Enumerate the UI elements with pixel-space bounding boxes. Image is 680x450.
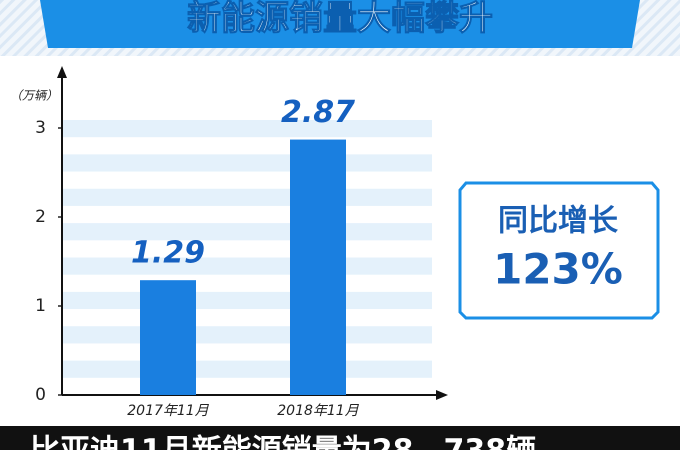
banner	[40, 0, 640, 48]
bar	[140, 280, 196, 395]
annotation-value: 123%	[493, 245, 623, 294]
plot-stripe	[62, 154, 432, 172]
plot-stripe	[62, 291, 432, 310]
y-tick-label: 2	[35, 207, 46, 227]
y-tick-label: 3	[35, 118, 46, 138]
y-tick-label: 1	[35, 296, 46, 316]
x-axis-arrow	[436, 390, 448, 400]
plot-stripe	[62, 326, 432, 344]
plot-stripe	[62, 188, 432, 206]
x-tick-label: 2017年11月	[127, 403, 209, 419]
footer-text: 比亚迪11月新能源销量为28，738辆	[30, 434, 536, 450]
plot: 0 1 2 3 2017年11月 1.29 2018年11月 2.87	[35, 66, 448, 419]
plot-stripe	[62, 120, 432, 138]
value-label: 1.29	[131, 236, 205, 271]
y-tick-label: 0	[35, 385, 46, 405]
annotation-frame	[458, 181, 660, 320]
annotation-label: 同比增长	[498, 204, 618, 239]
plot-stripe	[62, 257, 432, 275]
value-label: 2.87	[281, 95, 355, 130]
footer-bar	[0, 426, 680, 450]
plot-stripe	[62, 360, 432, 378]
annotation-box: 同比增长 123%	[458, 181, 660, 320]
plot-stripe	[62, 223, 432, 241]
y-axis-arrow	[57, 66, 67, 78]
bar	[290, 139, 346, 395]
y-axis-label: （万辆）	[10, 89, 58, 103]
chart-title: 新能源销量大幅攀升	[187, 0, 493, 39]
x-tick-label: 2018年11月	[277, 403, 359, 419]
